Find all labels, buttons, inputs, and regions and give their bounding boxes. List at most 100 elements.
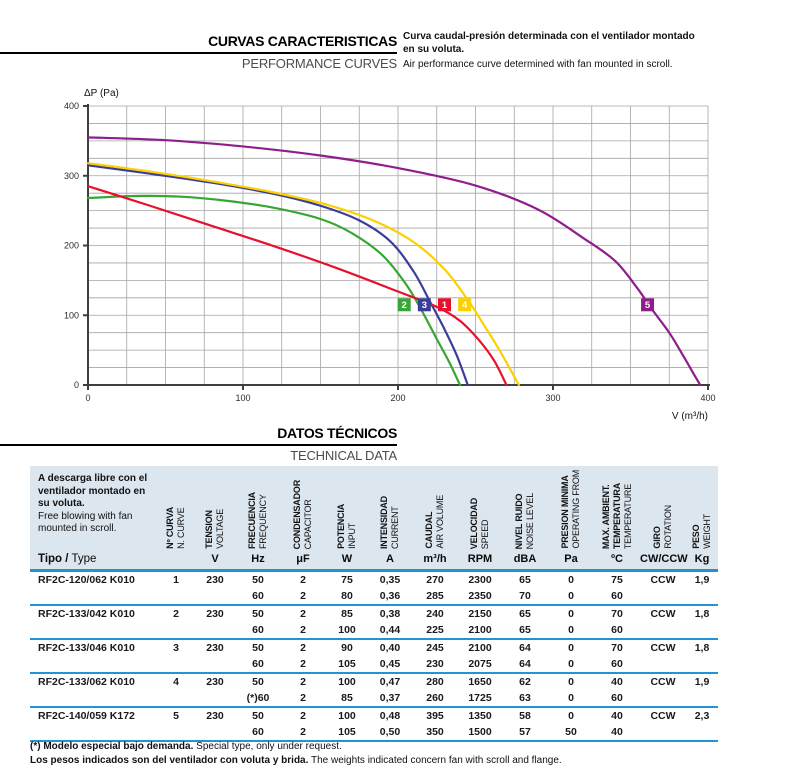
value-cell: 2 (280, 656, 326, 674)
value-cell: 60 (594, 588, 640, 606)
value-cell: 0,44 (368, 622, 412, 640)
column-header: PRESION MINIMA OPERATING FROM (548, 466, 594, 553)
value-cell: 70 (611, 642, 623, 654)
value-cell (158, 656, 194, 674)
column-unit: RPM (458, 553, 502, 572)
value-cell: (*)60 (236, 690, 280, 708)
column-header: MAX. AMBIENT. TEMPERATURA TEMPERATURE (594, 466, 640, 553)
footnote-line: Los pesos indicados son del ventilador c… (30, 754, 740, 768)
rotated-header-row: A descarga libre con el ventilador montad… (30, 466, 718, 553)
type-label-es: Tipo / (38, 553, 69, 565)
curve-5 (86, 136, 702, 387)
value-cell: 0 (568, 710, 574, 722)
value-cell: 0,37 (368, 690, 412, 708)
model-cell (30, 690, 158, 708)
column-header-line: CONDENSADOR (292, 479, 302, 549)
column-header: POTENCIA INPUT (326, 466, 368, 553)
value-cell (194, 622, 236, 640)
column-header-line: ROTATION (663, 505, 673, 549)
value-cell: 105 (326, 724, 368, 742)
value-cell (158, 724, 194, 742)
value-cell: CCW (650, 676, 676, 688)
value-cell (158, 588, 194, 606)
value-cell (194, 588, 236, 606)
column-header-line: TEMPERATURA (611, 482, 622, 549)
value-cell: 2 (300, 676, 306, 688)
value-cell: 0,47 (379, 676, 401, 688)
footnote-en: The weights indicated concern fan with s… (311, 754, 562, 766)
curve-label-box (641, 298, 655, 312)
value-cell: 2 (280, 622, 326, 640)
value-cell (158, 622, 194, 640)
value-cell: 50 (252, 608, 264, 620)
curve-label-number: 5 (645, 300, 651, 311)
value-cell: 395 (426, 710, 444, 722)
curves-description-es: Curva caudal-presión determinada con el … (403, 31, 695, 55)
value-cell: 70 (611, 608, 623, 620)
model-cell (30, 622, 158, 640)
curve-label-box (438, 298, 451, 312)
value-cell: 0,38 (379, 608, 401, 620)
value-cell: 40 (611, 710, 623, 722)
column-unit: A (368, 553, 412, 572)
x-axis-title: V (m³/h) (672, 411, 708, 422)
column-header-line: PESO (691, 524, 701, 549)
value-cell: 75 (341, 574, 353, 586)
column-header: TENSION VOLTAGE (194, 466, 236, 553)
value-cell (686, 690, 718, 708)
value-cell: 60 (236, 588, 280, 606)
value-cell: 1,9 (694, 574, 710, 586)
value-cell: 60 (236, 622, 280, 640)
svg-text:0: 0 (74, 380, 79, 390)
svg-text:400: 400 (64, 101, 79, 111)
value-cell: 0,50 (368, 724, 412, 742)
table-row: 60 2 105 0,45 230 2075 64 0 60 (30, 656, 718, 674)
curve-2 (86, 194, 462, 387)
value-cell: 0,48 (379, 710, 401, 722)
column-unit: Hz (236, 553, 280, 572)
value-cell: 0 (548, 656, 594, 674)
value-cell: 225 (412, 622, 458, 640)
value-cell: 350 (412, 724, 458, 742)
curve-label-number: 2 (402, 300, 407, 311)
column-header-line: OPERATING FROM (571, 470, 581, 549)
value-cell: 60 (594, 690, 640, 708)
column-header-line: SPEED (480, 519, 490, 549)
svg-text:200: 200 (390, 393, 405, 403)
curve-label-number: 1 (442, 300, 448, 311)
column-header-line: MAX. AMBIENT. (600, 484, 611, 549)
value-cell: 0 (548, 690, 594, 708)
technical-data-table-wrap: A descarga libre con el ventilador montad… (30, 466, 718, 742)
column-header-line: VELOCIDAD (469, 497, 479, 549)
footnote-en: Special type, only under request. (196, 741, 342, 752)
curve-label-number: 3 (422, 300, 427, 311)
footnotes: (*) Modelo especial bajo demanda. Specia… (30, 740, 740, 767)
value-cell: 2 (300, 608, 306, 620)
value-cell: 0 (548, 588, 594, 606)
svg-text:300: 300 (64, 171, 79, 181)
footnote-es: (*) Modelo especial bajo demanda. (30, 741, 194, 752)
value-cell: 2 (300, 642, 306, 654)
value-cell: 64 (502, 656, 548, 674)
column-unit (158, 553, 194, 572)
model-cell: RF2C-133/046 K010 (38, 642, 135, 654)
value-cell: 1,9 (694, 676, 710, 688)
value-cell: 50 (252, 642, 264, 654)
y-axis-title: ΔP (Pa) (84, 88, 119, 99)
value-cell: 245 (426, 642, 444, 654)
column-unit: ºC (594, 553, 640, 572)
value-cell (640, 724, 686, 742)
value-cell: 63 (502, 690, 548, 708)
value-cell: 230 (206, 574, 224, 586)
column-header: VELOCIDAD SPEED (458, 466, 502, 553)
value-cell: 2100 (468, 642, 492, 654)
value-cell: 50 (252, 710, 264, 722)
column-unit: Pa (548, 553, 594, 572)
column-header-line: WEIGHT (702, 514, 712, 549)
column-header-line: INTENSIDAD (379, 495, 389, 549)
curves-description: Curva caudal-presión determinada con el … (403, 31, 708, 72)
value-cell: 1350 (468, 710, 492, 722)
model-cell (30, 588, 158, 606)
data-title-es: DATOS TÉCNICOS (277, 425, 397, 441)
